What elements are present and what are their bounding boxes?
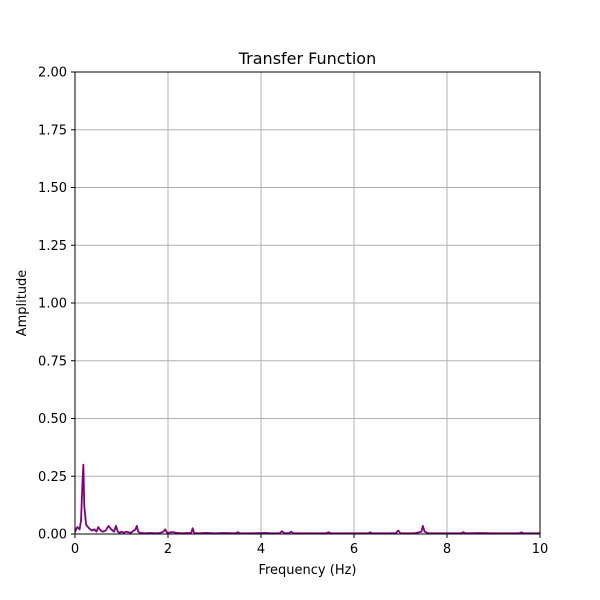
y-tick-label: 0.50 (38, 412, 67, 427)
series-line (74, 463, 540, 535)
y-axis: 0.00 0.25 0.50 0.75 1.00 1.25 1.50 1.75 2.00 (38, 66, 75, 543)
x-tick-label: 2 (164, 542, 172, 557)
y-tick-label: 2.00 (38, 66, 67, 81)
chart-title: Transfer Function (238, 49, 376, 68)
y-tick-label: 1.25 (38, 239, 67, 254)
x-tick-label: 10 (532, 542, 549, 557)
x-tick-label: 0 (71, 542, 79, 557)
y-tick-label: 0.25 (38, 470, 67, 485)
y-tick-label: 1.75 (38, 123, 67, 138)
y-tick-label: 1.00 (38, 297, 67, 312)
x-tick-label: 6 (350, 542, 358, 557)
x-tick-label: 8 (443, 542, 451, 557)
x-tick-label: 4 (257, 542, 265, 557)
x-axis-title: Frequency (Hz) (258, 563, 356, 578)
y-tick-label: 0.00 (38, 528, 67, 543)
y-tick-label: 1.50 (38, 181, 67, 196)
y-tick-label: 0.75 (38, 354, 67, 369)
series-layer (74, 463, 540, 535)
y-axis-title: Amplitude (15, 270, 30, 337)
x-axis: 0 2 4 6 8 10 (71, 534, 548, 557)
